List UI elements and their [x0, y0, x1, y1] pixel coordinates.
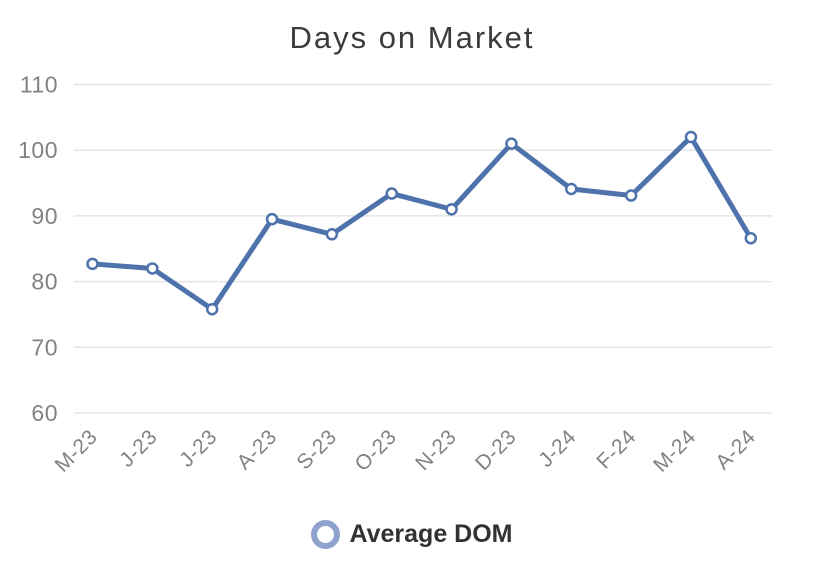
data-point-marker — [565, 182, 578, 196]
data-point-marker — [325, 228, 339, 241]
data-point-marker — [684, 130, 698, 144]
x-axis-tick-label: N-23 — [411, 425, 461, 475]
y-axis-tick-label: 90 — [31, 203, 58, 229]
x-axis-tick-label: M-23 — [51, 425, 103, 477]
data-point-marker — [86, 257, 99, 271]
x-axis-tick-label: A-24 — [711, 425, 760, 474]
data-point-marker — [146, 262, 159, 275]
legend-label: Average DOM — [349, 520, 513, 548]
x-axis-tick-label: D-23 — [471, 425, 521, 475]
x-axis-tick-label: J-24 — [534, 425, 581, 472]
x-axis-tick-label: S-23 — [292, 425, 341, 474]
data-point-marker — [505, 137, 518, 150]
legend-marker-ring-icon — [311, 520, 341, 549]
y-axis-tick-label: 70 — [31, 334, 58, 360]
data-point-marker — [744, 231, 758, 245]
x-axis-tick-label: F-24 — [592, 425, 640, 473]
data-point-marker — [445, 203, 458, 216]
data-point-marker — [265, 212, 279, 226]
data-point-marker — [385, 187, 398, 200]
y-axis-tick-label: 80 — [31, 269, 58, 295]
x-axis-tick-label: M-24 — [649, 425, 701, 477]
data-point-marker — [205, 302, 219, 316]
chart-title: Days on Market — [289, 20, 535, 55]
x-axis-tick-label: J-23 — [175, 425, 222, 472]
y-axis-tick-label: 60 — [31, 400, 58, 426]
y-axis-tick-label: 110 — [20, 72, 58, 98]
series-line — [90, 134, 754, 312]
y-axis-tick-label: 100 — [18, 137, 58, 163]
x-axis-tick-label: O-23 — [351, 425, 402, 476]
x-axis-tick-label: A-23 — [233, 425, 282, 474]
data-point-marker — [624, 189, 638, 202]
x-axis-tick-label: J-23 — [115, 425, 162, 472]
legend-item-average-dom[interactable]: Average DOM — [0, 520, 824, 549]
